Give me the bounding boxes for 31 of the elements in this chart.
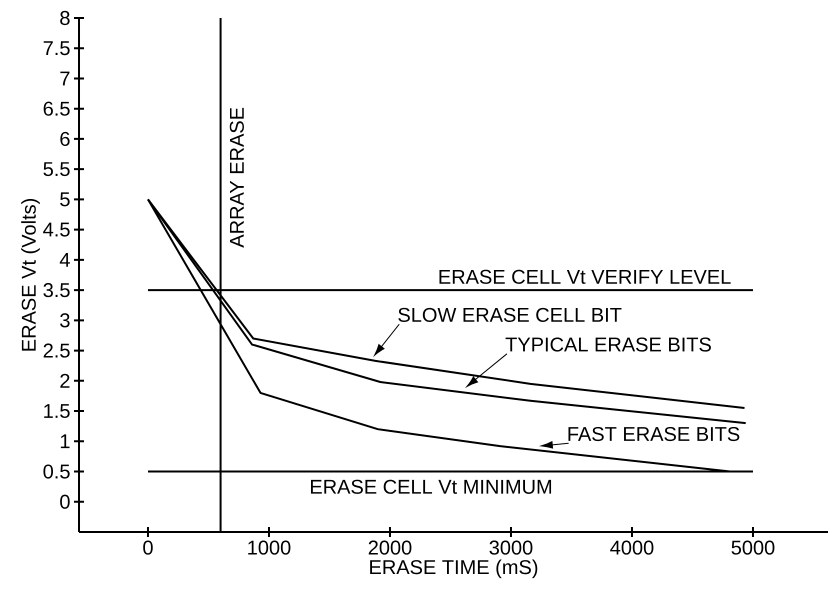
y-tick-label: 1 [60, 434, 70, 448]
y-tick-label: 3.5 [43, 283, 70, 298]
y-tick-label: 4.5 [43, 222, 70, 237]
x-tick-label: 3000 [490, 540, 532, 555]
annotation: TYPICAL ERASE BITS [506, 337, 711, 352]
y-tick-label: 0.5 [43, 464, 70, 479]
y-tick-label: 7.5 [44, 41, 70, 56]
x-tick-label: 4000 [610, 540, 654, 555]
y-tick-label: 8 [60, 10, 70, 26]
ref-line-label: ERASE CELL Vt VERIFY LEVEL [440, 270, 731, 284]
y-tick-label: 2.5 [44, 344, 70, 358]
ref-line-label: ERASE CELL Vt MINIMUM [310, 480, 552, 494]
y-tick-label: 6 [60, 132, 70, 146]
x-tick-label: 1000 [248, 540, 290, 555]
y-axis-title: ERASE Vt (Volts) [21, 198, 40, 351]
y-tick-label: 7 [60, 72, 70, 86]
ref-line-label: ARRAY ERASE [230, 108, 244, 248]
x-tick-label: 0 [143, 540, 153, 555]
x-tick-label: 5000 [732, 540, 774, 555]
y-tick-label: 6.5 [44, 102, 70, 116]
y-tick-label: 0 [60, 494, 70, 509]
annotation: FAST ERASE BITS [568, 426, 740, 442]
y-tick-label: 3 [60, 313, 70, 328]
x-axis-title: ERASE TIME (mS) [370, 560, 538, 578]
x-tick-label: 2000 [368, 540, 412, 555]
annotation: SLOW ERASE CELL BIT [398, 308, 622, 322]
y-tick-label: 2 [60, 374, 70, 388]
y-tick-label: 5 [60, 192, 70, 206]
y-tick-label: 4 [60, 252, 70, 267]
y-tick-label: 5.5 [43, 162, 70, 176]
y-tick-label: 1.5 [44, 404, 70, 418]
